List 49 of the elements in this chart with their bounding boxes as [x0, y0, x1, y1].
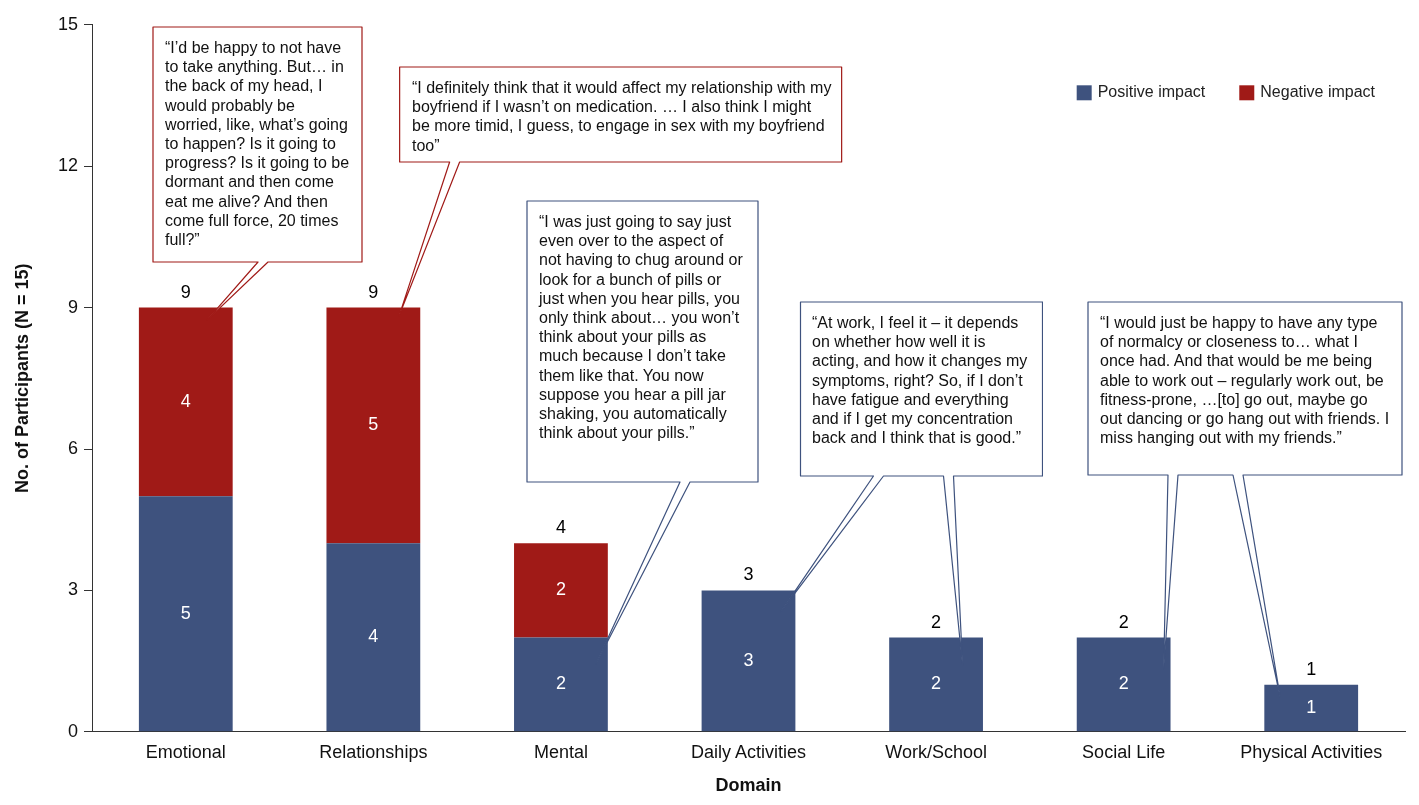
- data-label: 3: [743, 649, 754, 670]
- x-tick-label: Relationships: [319, 741, 428, 762]
- bar: [514, 637, 608, 732]
- data-label: 2: [931, 673, 942, 694]
- bar: [138, 307, 233, 497]
- total-label: 3: [743, 564, 754, 585]
- data-label: 2: [555, 579, 566, 600]
- annotation: “I definitely think that it would affect my relationship with my boyfriend if I wasn’t on medication. … I also think I might be more timid, I guess, to engage in sex with my boyfriend too”: [412, 78, 832, 155]
- bar: [138, 496, 233, 732]
- bar: [514, 543, 608, 638]
- x-tick-label: Mental: [533, 741, 588, 762]
- bar: [1264, 684, 1359, 732]
- legend-label: Positive impact: [1097, 83, 1206, 101]
- x-tick-label: Social Life: [1082, 741, 1166, 762]
- bar: [889, 637, 983, 732]
- y-tick-label: 3: [67, 579, 78, 600]
- total-label: 1: [1306, 658, 1317, 679]
- y-tick-label: 15: [57, 13, 78, 34]
- bar: [326, 307, 421, 544]
- annotation: “I would just be happy to have any type of normalcy or closeness to… what I once had. And that would be me being able to work out – regularly work out, be fitness-prone, …[to] go out, maybe go out dancing or go hang out with friends. I miss hanging out with my friends.”: [1100, 313, 1391, 448]
- total-label: 2: [1118, 611, 1129, 632]
- y-tick-label: 0: [67, 720, 78, 741]
- x-tick-label: Physical Activities: [1240, 741, 1383, 762]
- data-label: 5: [180, 602, 191, 623]
- y-axis-title: No. of Participants (N = 15): [11, 263, 32, 494]
- data-label: 4: [368, 626, 379, 647]
- y-tick-label: 9: [67, 296, 78, 317]
- x-tick-label: Daily Activities: [690, 741, 807, 762]
- bar: [326, 543, 421, 732]
- data-label: 5: [368, 414, 379, 435]
- data-label: 4: [180, 390, 191, 411]
- x-tick-label: Emotional: [145, 741, 226, 762]
- total-label: 4: [555, 517, 566, 538]
- x-tick-label: Work/School: [885, 741, 987, 762]
- total-label: 9: [180, 281, 191, 302]
- bar: [1076, 637, 1171, 732]
- text: “I was just going to say just even over to the aspect of not having to chug around or look for a bunch of pills or just when you hear pills, you only think about… you won’t think about your pills as much because I don’t take them like that. You now suppose you hear a pill jar shaking, you automatically think about your pills.”: [539, 213, 743, 442]
- bar: [701, 590, 796, 732]
- total-label: 2: [931, 611, 942, 632]
- y-tick-label: 12: [57, 155, 78, 176]
- legend-label: Negative impact: [1260, 83, 1376, 101]
- y-tick-label: 6: [67, 437, 78, 458]
- data-label: 1: [1306, 696, 1317, 717]
- data-label: 2: [1118, 673, 1129, 694]
- total-label: 9: [368, 281, 379, 302]
- annotation: “At work, I feel it – it depends on whether how well it is acting, and how it changes my symptoms, right? So, if I don’t have fatigue and everything and if I get my concentration back and I think that is good.”: [812, 313, 1029, 448]
- data-label: 2: [555, 673, 566, 694]
- x-axis-title: Domain: [715, 775, 782, 796]
- text: “I’d be happy to not have to take anything. But… in the back of my head, I would probably be worried, like, what’s going to happen? Is it going to progress? Is it going to be dormant and then come eat me alive? And then come full force, 20 times full?”: [165, 39, 350, 249]
